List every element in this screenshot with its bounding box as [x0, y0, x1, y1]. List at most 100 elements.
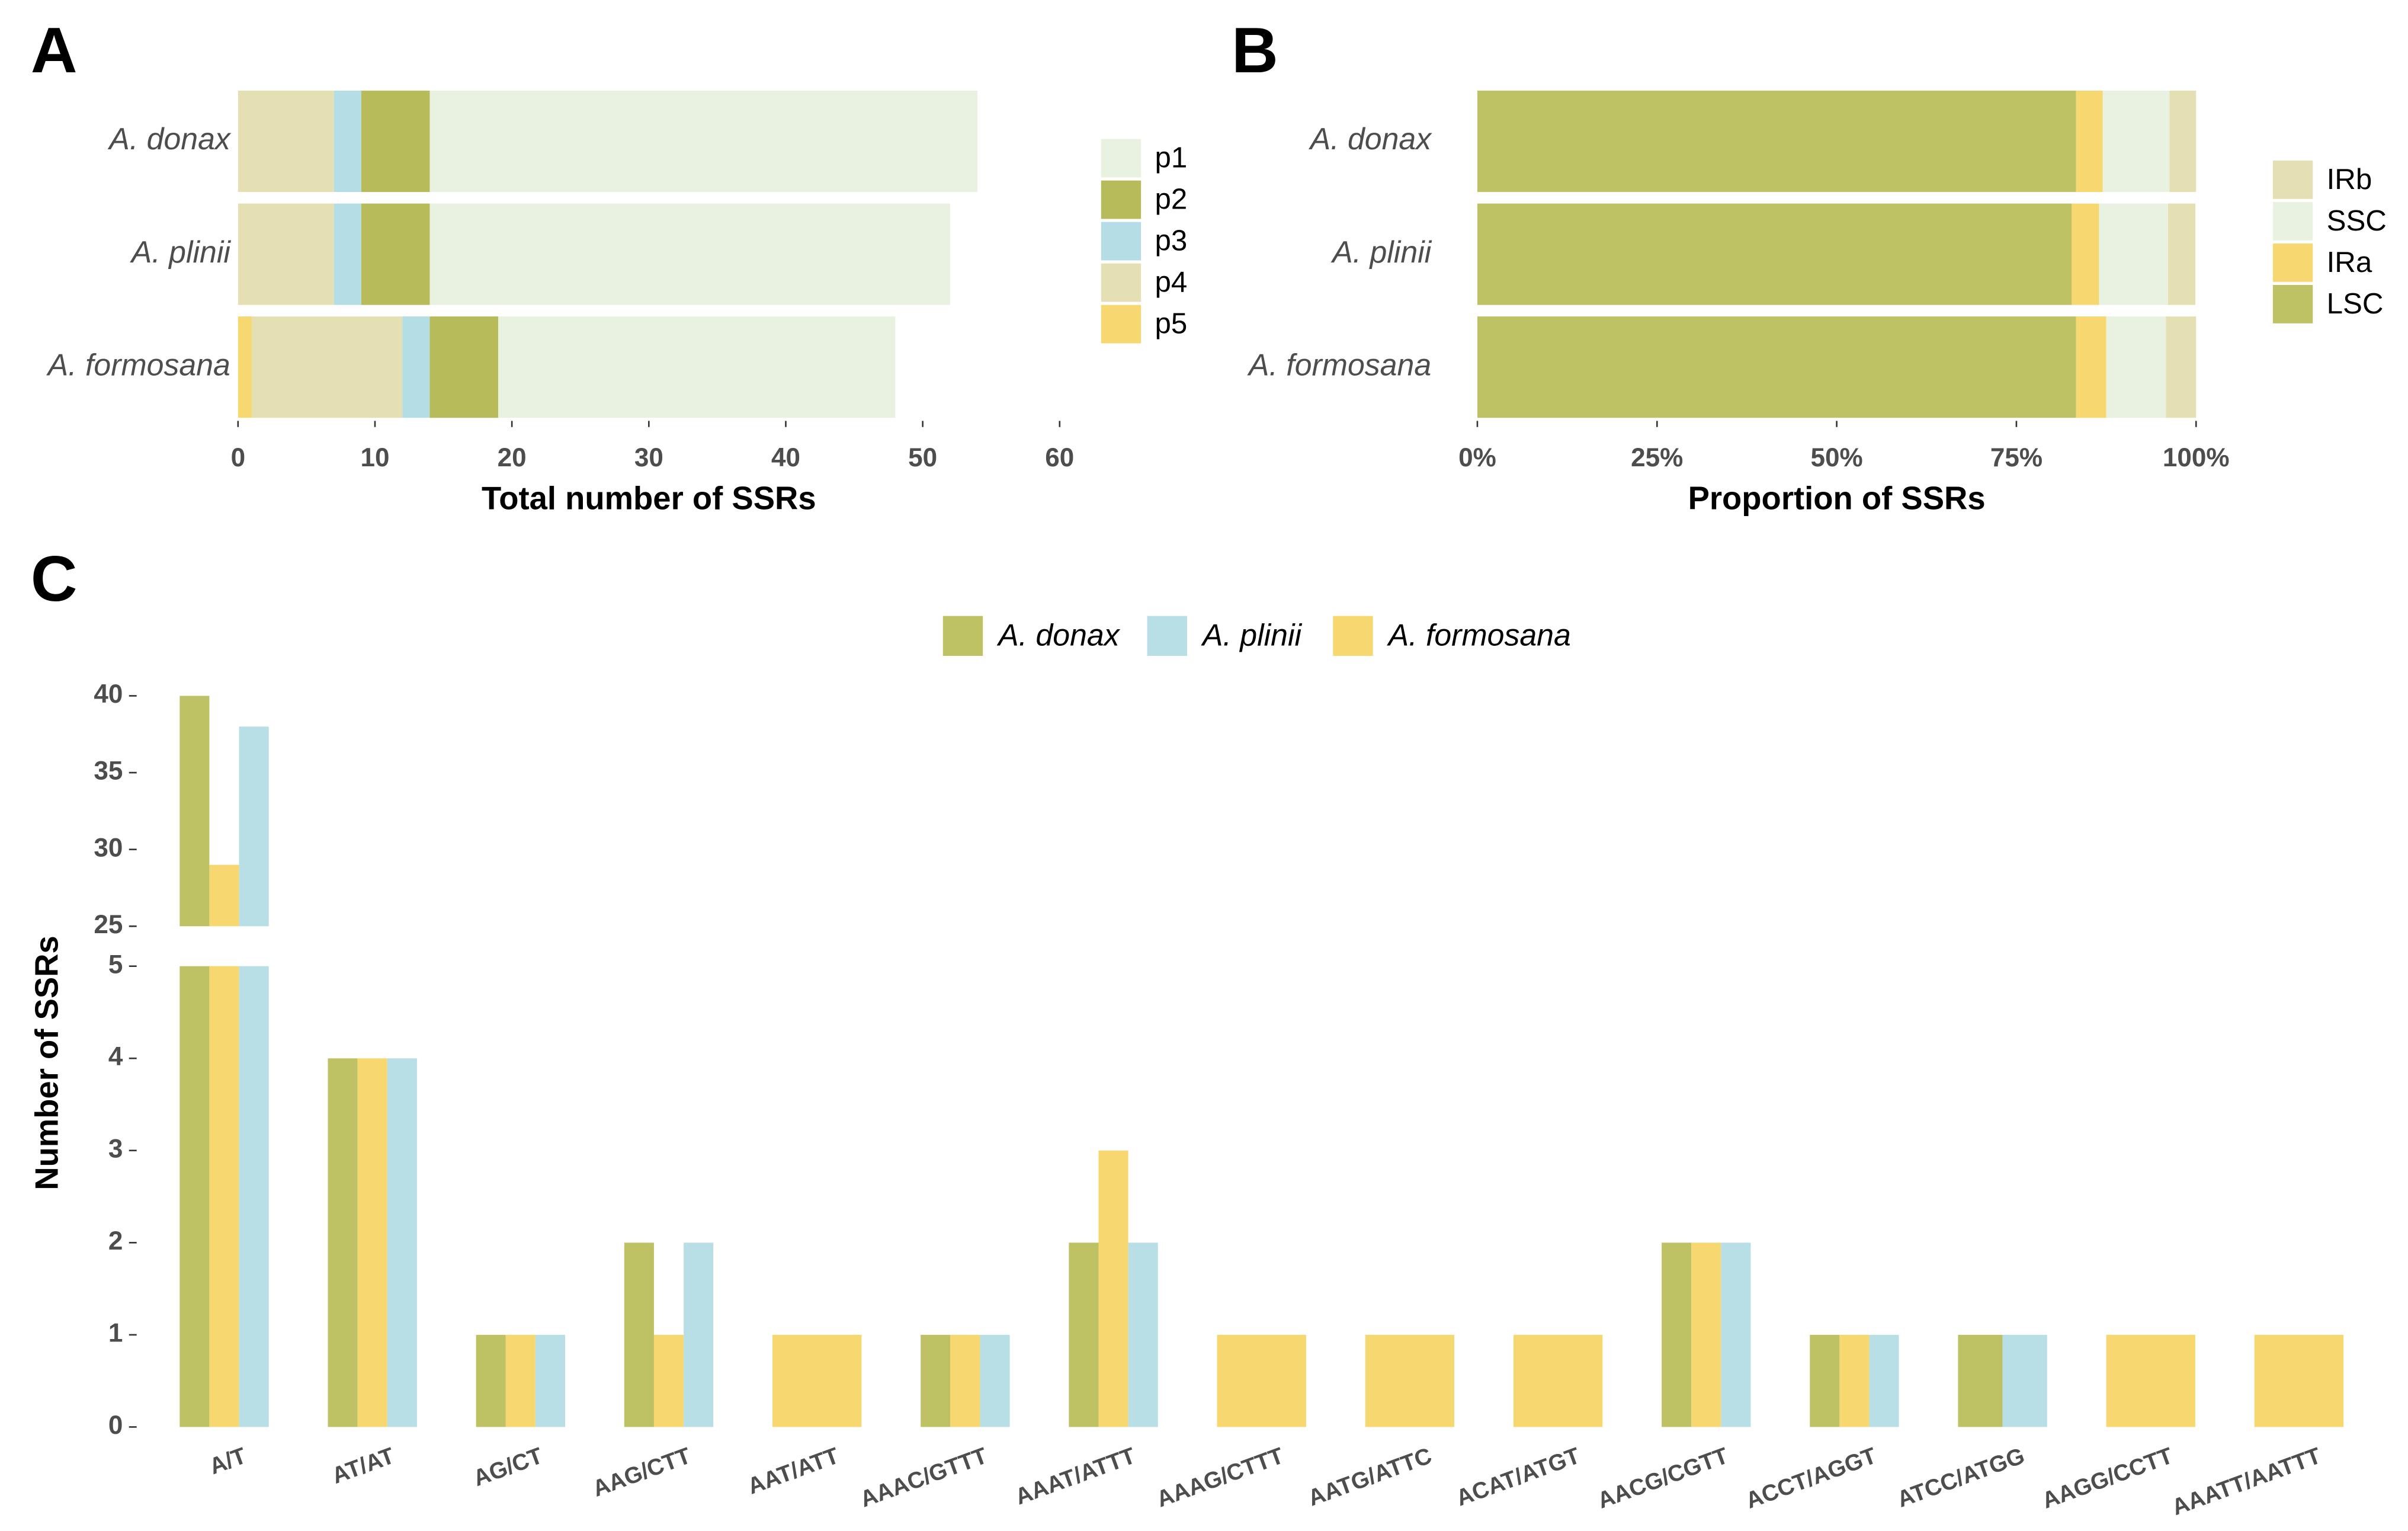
x-axis-title: Proportion of SSRs [1688, 481, 1986, 517]
bar [2106, 1334, 2195, 1427]
bar [950, 1334, 980, 1427]
panel-label: A [31, 14, 78, 87]
legend-swatch [1333, 616, 1373, 656]
x-tick-label: AAAT/ATTT [1012, 1443, 1139, 1510]
y-tick-label: 5 [108, 950, 123, 979]
bar [1721, 1242, 1751, 1427]
category-label: A. donax [107, 121, 232, 156]
legend-label: p3 [1155, 225, 1188, 257]
bar-segment [2099, 203, 2168, 305]
legend-label: p5 [1155, 308, 1188, 340]
category-label: A. plinii [1330, 235, 1432, 269]
x-tick-label: AATG/ATTC [1304, 1443, 1435, 1511]
x-tick-label: 50% [1810, 443, 1862, 472]
legend-label: LSC [2327, 287, 2384, 320]
bar [1810, 1334, 1840, 1427]
x-tick-label: 30 [634, 443, 663, 472]
y-tick-label: 35 [94, 757, 123, 786]
bar [476, 1334, 506, 1427]
category-label: A. formosana [46, 347, 230, 382]
y-axis-title: Number of SSRs [28, 936, 65, 1190]
category-label: A. plinii [130, 235, 232, 269]
bar [328, 1058, 358, 1427]
y-tick-label: 1 [108, 1319, 123, 1348]
bar-segment [2167, 203, 2196, 305]
x-axis-title: Total number of SSRs [482, 481, 816, 517]
bar [2254, 1334, 2344, 1427]
legend-swatch [2272, 284, 2313, 324]
bar-segment [498, 316, 896, 418]
legend-swatch [2272, 201, 2313, 241]
y-tick-label: 4 [108, 1042, 123, 1071]
x-tick-label: AAAC/GTTT [857, 1443, 991, 1512]
y-tick-label: 2 [108, 1226, 123, 1255]
legend-swatch [1101, 305, 1142, 344]
bar [505, 1334, 536, 1427]
bar [772, 1334, 862, 1427]
bar [1691, 1242, 1721, 1427]
bar [1958, 1334, 2003, 1427]
bar [1098, 1150, 1128, 1427]
legend-label: p4 [1155, 266, 1188, 299]
legend-label: IRa [2327, 246, 2372, 278]
bar [1128, 1242, 1158, 1427]
x-tick-label: 10 [360, 443, 389, 472]
bar-upper [209, 864, 239, 927]
bar-segment [429, 316, 499, 418]
legend-swatch [1147, 616, 1187, 656]
legend-label: IRb [2327, 163, 2372, 196]
bar [1069, 1242, 1099, 1427]
legend-label: A. formosana [1387, 618, 1571, 652]
bar-segment [2106, 316, 2166, 418]
bar-upper [179, 696, 210, 927]
x-tick-label: 100% [2163, 443, 2230, 472]
bar-segment [2072, 203, 2099, 305]
panel-label: C [31, 543, 78, 615]
bar [624, 1242, 654, 1427]
bar-segment [429, 203, 950, 305]
bar-segment [251, 316, 403, 418]
bar [1365, 1334, 1455, 1427]
bar [1869, 1334, 1899, 1427]
bar [921, 1334, 951, 1427]
x-tick-label: AACG/CGTT [1594, 1443, 1732, 1514]
bar [1217, 1334, 1306, 1427]
bar [357, 1058, 387, 1427]
bar [1513, 1334, 1603, 1427]
x-tick-label: AAT/ATT [745, 1443, 843, 1499]
panel-label: B [1232, 14, 1278, 87]
x-tick-label: AT/AT [329, 1443, 398, 1489]
bar [1662, 1242, 1692, 1427]
bar-segment [2169, 90, 2197, 193]
legend-swatch [1101, 180, 1142, 219]
x-tick-label: AAG/CTT [589, 1443, 694, 1502]
bar-segment [334, 90, 361, 193]
legend-label: SSC [2327, 204, 2387, 237]
x-tick-label: ACAT/ATGT [1453, 1443, 1584, 1511]
bar-segment [361, 90, 430, 193]
x-tick-label: 0% [1458, 443, 1496, 472]
legend-swatch [1101, 222, 1142, 261]
legend-swatch [2272, 243, 2313, 282]
bar [209, 966, 239, 1427]
x-tick-label: A/T [206, 1443, 250, 1479]
x-tick-label: 40 [771, 443, 800, 472]
y-tick-label: 0 [108, 1411, 123, 1440]
bar-segment [2076, 316, 2106, 418]
bar [2002, 1334, 2047, 1427]
y-tick-label: 40 [94, 680, 123, 709]
bar [387, 1058, 417, 1427]
bar-segment [238, 90, 334, 193]
x-tick-label: AG/CT [470, 1443, 546, 1491]
x-tick-label: 20 [498, 443, 527, 472]
bar [653, 1334, 684, 1427]
x-tick-label: 60 [1045, 443, 1074, 472]
category-label: A. donax [1309, 121, 1433, 156]
bar-segment [334, 203, 361, 305]
x-tick-label: 50 [908, 443, 937, 472]
bar-segment [1477, 316, 2076, 418]
y-tick-label: 3 [108, 1134, 123, 1163]
bar [535, 1334, 566, 1427]
x-tick-label: ACCT/AGGT [1742, 1443, 1880, 1514]
